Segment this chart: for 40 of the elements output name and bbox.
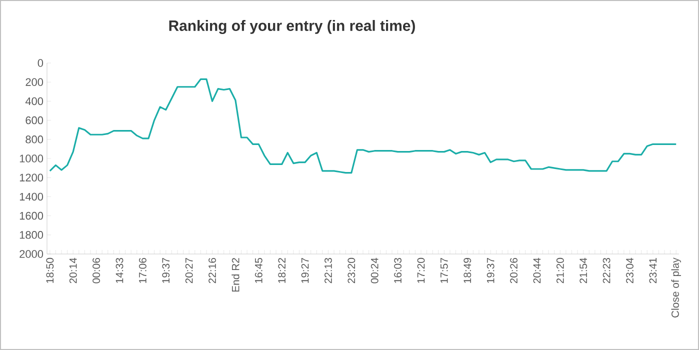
y-tick-label: 400 <box>25 97 44 106</box>
x-tick-label: 23:20 <box>348 258 356 284</box>
x-tick-label: 18:49 <box>464 258 472 283</box>
x-tick-label: 18:50 <box>46 258 54 283</box>
y-tick-label: 200 <box>26 78 44 86</box>
x-tick-label: 23:41 <box>649 258 657 284</box>
x-tick-label: 21:54 <box>580 258 588 284</box>
y-tick-label: 1800 <box>20 231 44 239</box>
x-tick-label: 14:33 <box>116 258 124 283</box>
x-tick-label: 00:06 <box>92 258 100 284</box>
y-tick-label: 600 <box>26 116 44 124</box>
y-tick-label: 800 <box>26 136 44 144</box>
x-tick-label: 20:14 <box>69 258 77 284</box>
y-tick-label: 1200 <box>20 174 44 182</box>
x-tick-label: Close of play <box>671 258 681 318</box>
x-tick-label: 17:06 <box>138 258 146 283</box>
y-tick-label: 2000 <box>20 250 44 258</box>
x-tick-label: 17:20 <box>417 258 425 283</box>
x-tick-label: 20:26 <box>510 258 518 284</box>
x-tick-label: 20:27 <box>185 258 193 284</box>
x-tick-label: 17:57 <box>440 258 448 283</box>
x-tick-label: 22:23 <box>602 258 610 284</box>
x-tick-label: 00:24 <box>370 258 378 284</box>
x-tick-label: 20:44 <box>533 258 541 284</box>
x-tick-label: 22:16 <box>208 258 216 284</box>
x-tick-label: 22:13 <box>324 258 332 284</box>
x-tick-label: 16:03 <box>394 258 402 283</box>
x-tick-label: End R2 <box>232 258 240 292</box>
y-tick-label: 1400 <box>20 192 44 201</box>
y-tick-label: 1000 <box>20 154 44 162</box>
x-tick-label: 18:22 <box>278 258 286 283</box>
x-tick-label: 23:04 <box>626 258 634 284</box>
y-tick-label: 1600 <box>20 212 44 220</box>
x-tick-label: 19:27 <box>301 258 309 283</box>
y-tick-label: 0 <box>38 59 44 67</box>
x-tick-label: 19:37 <box>486 258 494 283</box>
chart-title: Ranking of your entry (in real time) <box>169 20 415 34</box>
x-tick-label: 21:20 <box>556 258 564 284</box>
x-tick-label: 19:37 <box>162 258 170 283</box>
x-tick-label: 16:45 <box>254 258 262 283</box>
